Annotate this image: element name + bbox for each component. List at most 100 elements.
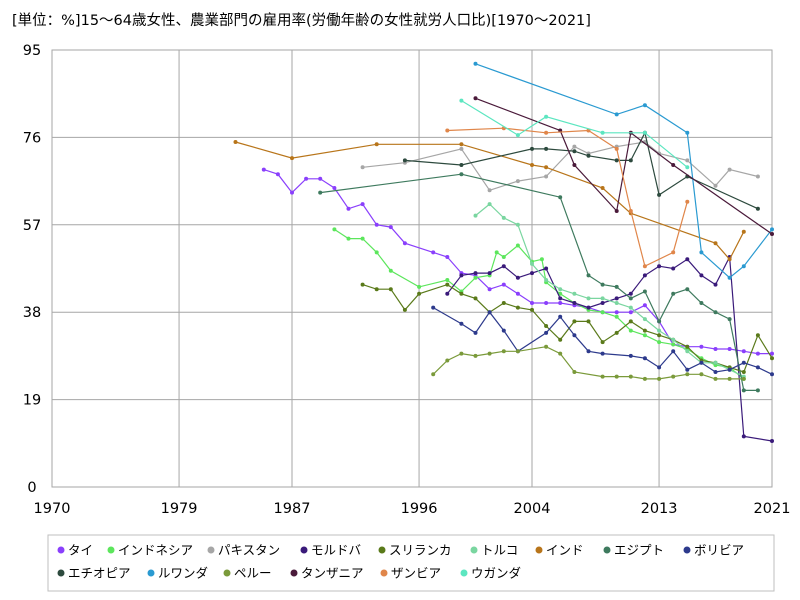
data-point <box>713 376 718 381</box>
data-point <box>741 376 746 381</box>
data-point <box>459 98 464 103</box>
data-point <box>741 370 746 374</box>
legend-item: ボリビア <box>683 543 744 558</box>
data-point <box>530 271 534 276</box>
data-point <box>233 140 238 144</box>
data-point <box>544 330 549 335</box>
series-line <box>263 169 772 355</box>
data-point <box>713 241 718 246</box>
data-point <box>628 374 633 379</box>
data-point <box>388 287 393 292</box>
data-point <box>671 266 676 271</box>
gridlines <box>51 49 773 488</box>
data-point <box>515 275 520 280</box>
data-point <box>727 367 732 372</box>
data-point <box>487 351 492 356</box>
data-point <box>431 372 436 377</box>
data-point <box>671 342 676 347</box>
data-point <box>515 291 520 296</box>
data-point <box>671 163 676 167</box>
data-point <box>770 232 774 236</box>
data-point <box>445 255 450 259</box>
legend-label: タイ <box>68 543 93 558</box>
series-line <box>461 100 688 168</box>
data-point <box>530 163 534 167</box>
data-point <box>530 307 534 312</box>
data-point <box>275 172 280 177</box>
data-point <box>741 388 746 393</box>
data-point <box>473 96 478 101</box>
legend-label: トルコ <box>481 543 518 558</box>
data-point <box>741 229 746 234</box>
data-point <box>360 236 365 241</box>
data-point <box>614 209 619 213</box>
series-line <box>475 63 773 279</box>
data-point <box>388 225 393 230</box>
chart-title: [単位：%]15～64歳女性、農業部門の雇用率(労働年齢の女性就労人口比)[19… <box>12 11 591 29</box>
data-point <box>614 146 619 151</box>
data-point <box>501 282 506 287</box>
data-point <box>586 305 591 310</box>
data-point <box>657 264 662 269</box>
legend-label: タンザニア <box>301 566 364 581</box>
data-point <box>642 376 647 381</box>
legend-item: エチオピア <box>57 566 131 581</box>
legend-label: スリランカ <box>389 543 452 558</box>
data-point <box>600 340 605 345</box>
x-tick-label: 1970 <box>34 501 71 517</box>
data-point <box>459 351 464 356</box>
data-point <box>558 287 563 292</box>
series-12 <box>473 96 774 236</box>
data-point <box>685 349 690 354</box>
data-point <box>600 296 605 301</box>
data-point <box>614 330 619 335</box>
data-point <box>685 372 690 377</box>
legend-label: ルワンダ <box>158 566 208 581</box>
data-point <box>671 291 676 296</box>
data-point <box>346 206 351 211</box>
y-tick-label: 0 <box>27 480 36 496</box>
data-point <box>445 278 450 282</box>
legend-label: ボリビア <box>694 543 744 558</box>
legend-item: モルドバ <box>300 543 361 558</box>
data-point <box>713 347 718 351</box>
y-tick-label: 95 <box>23 43 41 59</box>
data-point <box>699 301 704 305</box>
data-point <box>770 351 774 356</box>
data-point <box>346 236 351 241</box>
data-point <box>318 176 323 181</box>
data-point <box>544 130 549 135</box>
data-point <box>600 301 605 305</box>
data-point <box>572 370 577 374</box>
legend-label: インド <box>546 543 584 558</box>
data-point <box>713 183 718 188</box>
data-point <box>755 333 760 338</box>
data-point <box>642 333 647 338</box>
legend-item: ペルー <box>223 566 272 581</box>
data-point <box>642 303 647 308</box>
data-point <box>572 144 577 149</box>
legend-item: ウガンダ <box>460 566 521 581</box>
data-point <box>671 337 676 342</box>
series-line <box>334 228 745 380</box>
series-line <box>320 173 758 391</box>
data-point <box>501 301 506 305</box>
data-point <box>515 179 520 184</box>
y-tick-label: 38 <box>23 305 41 321</box>
data-point <box>657 333 662 338</box>
data-point <box>332 186 337 190</box>
data-point <box>586 349 591 354</box>
data-point <box>530 301 534 305</box>
data-point <box>713 370 718 374</box>
data-point <box>431 250 436 255</box>
data-point <box>727 317 732 322</box>
data-point <box>600 351 605 356</box>
data-point <box>755 388 760 393</box>
series-line <box>475 203 745 378</box>
legend-item: パキスタン <box>207 543 280 558</box>
x-tick-label: 1987 <box>274 501 311 517</box>
data-point <box>741 434 746 439</box>
data-point <box>431 305 436 310</box>
data-point <box>558 301 563 305</box>
legend-item: ルワンダ <box>147 566 208 581</box>
